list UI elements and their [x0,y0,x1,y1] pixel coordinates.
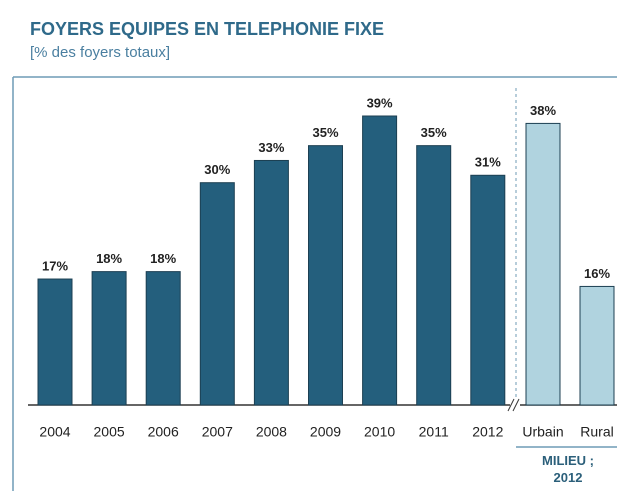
value-label: 30% [204,162,230,177]
bar [579,285,615,406]
value-label: 33% [258,140,284,155]
x-tick-label: 2008 [256,424,287,440]
x-tick-label: 2007 [202,424,233,440]
x-tick-label: 2005 [94,424,125,440]
bar [525,122,561,406]
bar [199,182,235,406]
group-label: MILIEU ; 2012 [542,453,594,485]
bar [91,271,127,406]
x-tick-label: 2010 [364,424,395,440]
x-tick-label: Urbain [522,424,563,440]
value-label: 31% [475,155,501,170]
axis-break-gap [510,399,520,411]
bar [37,278,73,406]
x-tick-label: 2004 [39,424,70,440]
bar [308,145,343,406]
x-tick-label: 2012 [472,424,503,440]
x-tick-label: Rural [580,424,613,440]
value-label: 16% [584,266,610,281]
axis-break [507,398,515,412]
bar [362,115,398,406]
x-tick-label: 2011 [419,424,449,440]
value-label: 35% [312,125,338,140]
x-tick-label: 2006 [148,424,179,440]
bar [145,271,181,406]
bar [416,145,452,406]
value-label: 17% [42,258,68,273]
chart-title: FOYERS EQUIPES EN TELEPHONIE FIXE [30,19,384,39]
value-label: 18% [96,251,122,266]
value-label: 39% [367,95,393,110]
chart-subtitle: [% des foyers totaux] [30,44,170,61]
x-tick-label: 2009 [310,424,341,440]
axis-break [512,398,520,412]
value-label: 38% [530,103,556,118]
bar [253,159,289,406]
bar [470,174,506,406]
value-label: 18% [150,251,176,266]
value-label: 35% [421,125,447,140]
